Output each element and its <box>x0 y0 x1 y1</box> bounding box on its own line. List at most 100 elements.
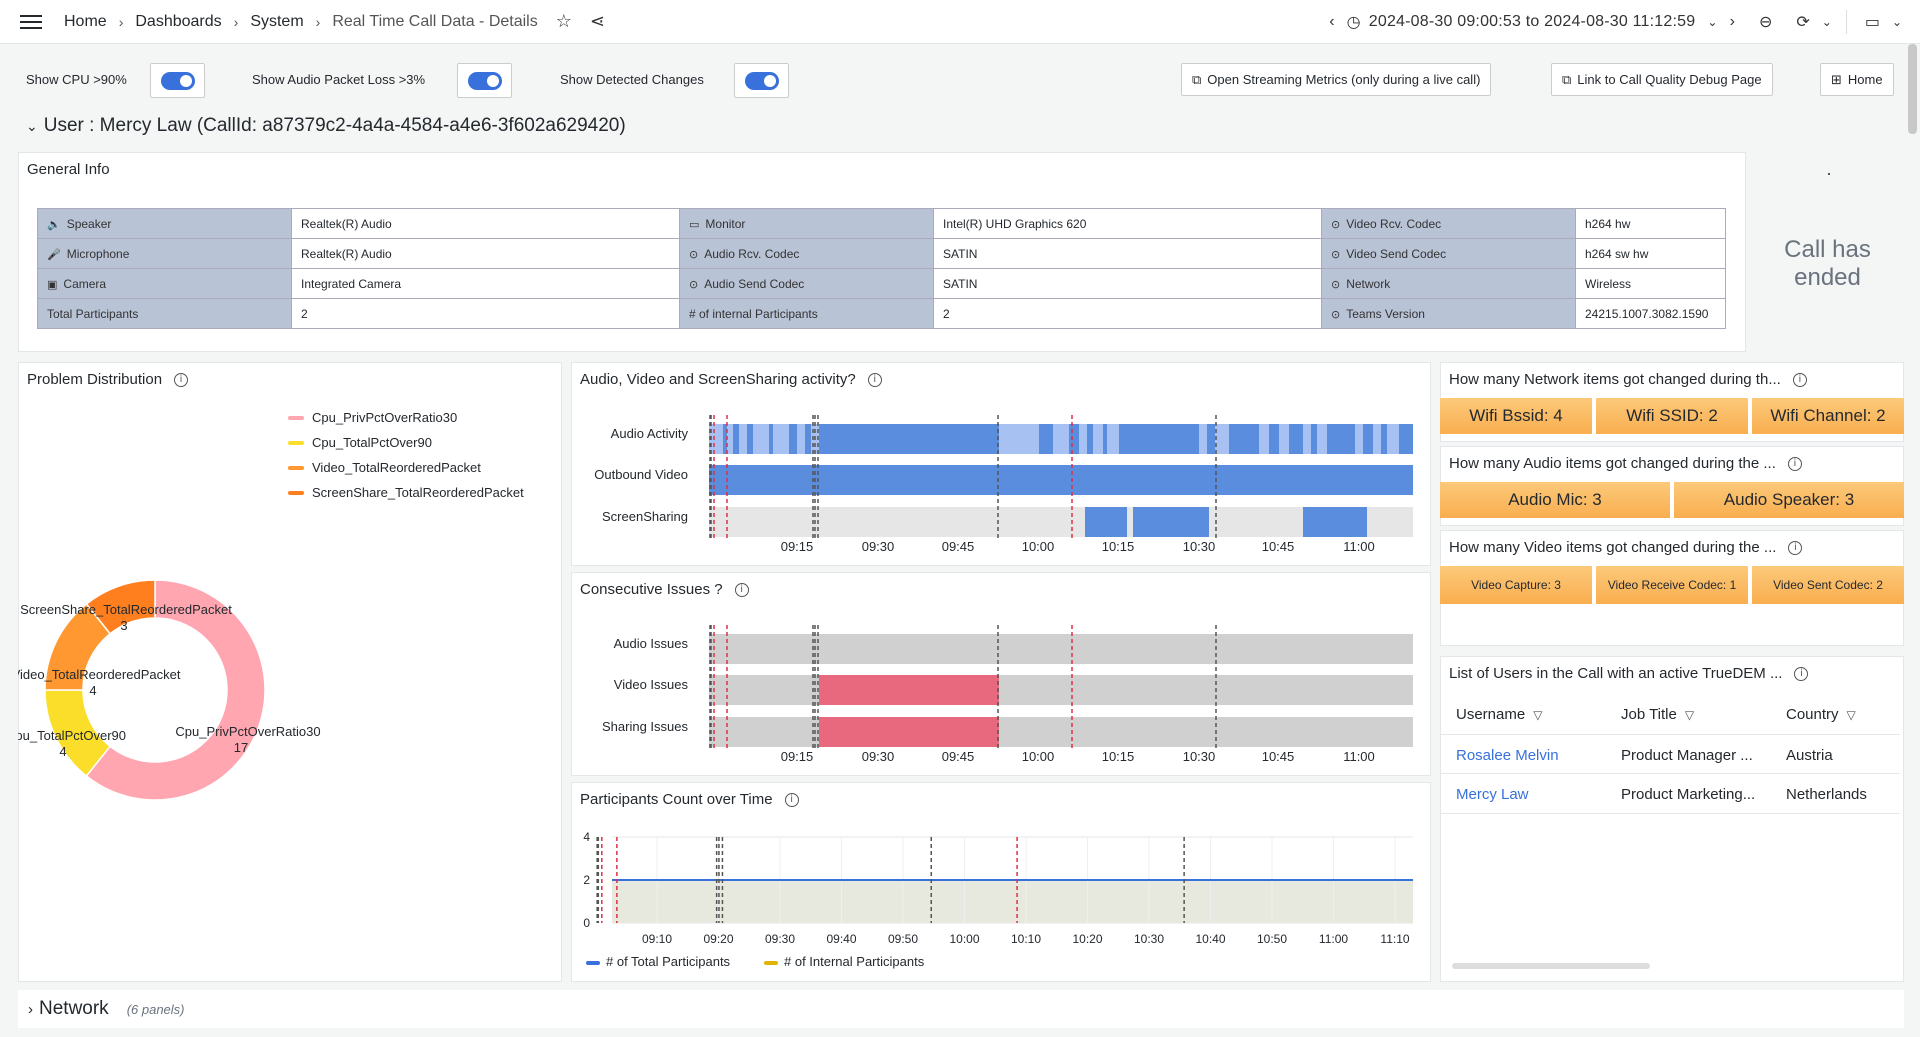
username-link[interactable]: Rosalee Melvin <box>1456 747 1559 764</box>
external-link-icon: ⧉ <box>1192 71 1202 87</box>
x-tick-label: 11:10 <box>1380 932 1409 946</box>
vertical-scrollbar[interactable] <box>1905 44 1920 1037</box>
user-row-title[interactable]: ⌄ User : Mercy Law (CallId: a87379c2-4a4… <box>26 115 626 137</box>
crumb-home[interactable]: Home <box>64 12 107 30</box>
info-key-cell: 🔈 Speaker <box>37 208 292 239</box>
info-icon[interactable]: i <box>784 792 799 807</box>
username-link[interactable]: Mercy Law <box>1456 786 1529 803</box>
legend-item[interactable]: Cpu_PrivPctOverRatio30 <box>288 410 457 425</box>
activity-bar <box>805 424 811 454</box>
crumb-system[interactable]: System <box>250 12 304 30</box>
share-icon[interactable]: ⋖ <box>589 11 605 31</box>
x-tick-label: 10:40 <box>1195 932 1225 946</box>
legend-swatch <box>288 465 304 470</box>
panel-title: Audio, Video and ScreenSharing activity?… <box>580 371 882 388</box>
wifi-ssid-stat: Wifi SSID: 2 <box>1596 398 1748 434</box>
chevron-down-icon: ⌄ <box>26 117 38 134</box>
network-icon: ⊙ <box>1331 278 1341 291</box>
activity-bar <box>1229 424 1259 454</box>
link-debug-button[interactable]: ⧉ Link to Call Quality Debug Page <box>1551 63 1773 96</box>
x-tick-label: 11:00 <box>1343 539 1375 554</box>
legend-swatch <box>586 961 600 965</box>
x-tick-label: 10:50 <box>1257 932 1287 946</box>
show-cpu-label: Show CPU >90% <box>26 72 127 87</box>
legend-item[interactable]: Cpu_TotalPctOver90 <box>288 435 432 450</box>
legend-item[interactable]: Video_TotalReorderedPacket <box>288 460 481 475</box>
toggle-switch <box>744 71 779 90</box>
info-icon[interactable]: i <box>1787 456 1802 471</box>
table-row: Rosalee Melvin Product Manager ... Austr… <box>1440 734 1900 774</box>
activity-timeline: Audio Activity Outbound Video ScreenSharin… <box>594 415 1413 554</box>
version-icon: ⊙ <box>1331 308 1341 321</box>
x-tick-label: 09:20 <box>703 932 733 946</box>
crumb-dashboards[interactable]: Dashboards <box>135 12 222 30</box>
info-value-cell: SATIN <box>933 238 1322 269</box>
info-icon[interactable]: i <box>174 372 189 387</box>
refresh-icon[interactable]: ⟳ <box>1796 14 1810 31</box>
x-tick-label: 11:00 <box>1343 749 1375 764</box>
column-header-country[interactable]: Country ▽ <box>1786 706 1856 723</box>
open-streaming-button[interactable]: ⧉ Open Streaming Metrics (only during a l… <box>1181 63 1492 96</box>
panel-title-text: How many Audio items got changed during … <box>1449 455 1776 472</box>
network-row-title[interactable]: › Network <box>28 998 109 1020</box>
filter-icon[interactable]: ▽ <box>1684 707 1695 722</box>
x-tick-label: 10:00 <box>1022 539 1055 554</box>
info-key-cell: ⊙ Audio Send Codec <box>679 268 934 299</box>
panel-title: How many Audio items got changed during … <box>1449 455 1802 472</box>
x-tick-label: 10:15 <box>1102 749 1135 764</box>
menu-icon[interactable] <box>20 11 42 33</box>
info-icon[interactable]: i <box>867 372 882 387</box>
activity-bar <box>1087 424 1093 454</box>
top-navbar: Home › Dashboards › System › Real Time Call… <box>0 0 1920 44</box>
info-icon[interactable]: i <box>734 582 749 597</box>
toggle-switch <box>160 71 195 90</box>
filter-icon[interactable]: ▽ <box>1846 707 1856 722</box>
info-value-cell: h264 hw <box>1575 208 1726 239</box>
info-key-label: Microphone <box>66 246 130 261</box>
chevron-right-icon[interactable]: › <box>1729 13 1735 30</box>
slice-label: Cpu_PrivPctOverRatio30 <box>175 724 320 739</box>
info-value-cell: Intel(R) UHD Graphics 620 <box>933 208 1322 239</box>
chevron-left-icon[interactable]: ‹ <box>1329 13 1335 30</box>
show-audio-loss-toggle[interactable] <box>457 63 512 98</box>
scrollbar-thumb[interactable] <box>1908 44 1917 134</box>
panel-title-text: Participants Count over Time <box>580 791 773 808</box>
external-link-icon: ⧉ <box>1562 71 1572 87</box>
home-button[interactable]: ⊞ Home <box>1820 63 1894 96</box>
info-icon[interactable]: i <box>1794 666 1809 681</box>
legend-swatch <box>288 415 304 420</box>
show-cpu-toggle[interactable] <box>150 63 205 98</box>
info-icon[interactable]: i <box>1792 372 1807 387</box>
country-cell: Austria <box>1786 747 1833 764</box>
legend-label: ScreenShare_TotalReorderedPacket <box>312 485 524 500</box>
info-key-cell: Total Participants <box>37 298 292 329</box>
panel-title-text: How many Network items got changed durin… <box>1449 371 1781 388</box>
row-label: Video Issues <box>614 677 689 692</box>
column-header-username[interactable]: Username ▽ <box>1456 706 1542 723</box>
y-tick-label: 2 <box>583 873 590 887</box>
chevron-down-icon[interactable]: ⌄ <box>1821 15 1832 29</box>
legend-swatch <box>288 440 304 445</box>
area-fill <box>612 880 1413 923</box>
microphone-icon: 🎤 <box>47 248 61 261</box>
tv-icon[interactable]: ▭ <box>1864 14 1880 31</box>
horizontal-scrollbar[interactable] <box>1452 963 1650 969</box>
activity-bar <box>789 424 797 454</box>
time-range-picker[interactable]: ◷ 2024-08-30 09:00:53 to 2024-08-30 11:1… <box>1347 12 1718 32</box>
filter-icon[interactable]: ▽ <box>1533 707 1543 722</box>
info-key-cell: ▣ Camera <box>37 268 292 299</box>
column-header-job-title[interactable]: Job Title ▽ <box>1621 706 1694 723</box>
info-icon[interactable]: i <box>1788 540 1803 555</box>
chevron-down-icon[interactable]: ⌄ <box>1891 15 1902 29</box>
camera-icon: ▣ <box>47 278 58 291</box>
zoom-out-icon[interactable]: ⊖ <box>1758 14 1773 31</box>
legend-label: # of Total Participants <box>606 954 731 969</box>
activity-panel: Audio, Video and ScreenSharing activity?… <box>571 362 1431 566</box>
show-changes-toggle[interactable] <box>734 63 789 98</box>
header-label: Country <box>1786 706 1839 723</box>
activity-bar <box>1207 424 1215 454</box>
panel-title-text: Problem Distribution <box>27 371 163 388</box>
network-row[interactable]: › Network (6 panels) <box>18 990 1904 1028</box>
legend-item[interactable]: ScreenShare_TotalReorderedPacket <box>288 485 524 500</box>
star-icon[interactable]: ☆ <box>555 11 572 31</box>
